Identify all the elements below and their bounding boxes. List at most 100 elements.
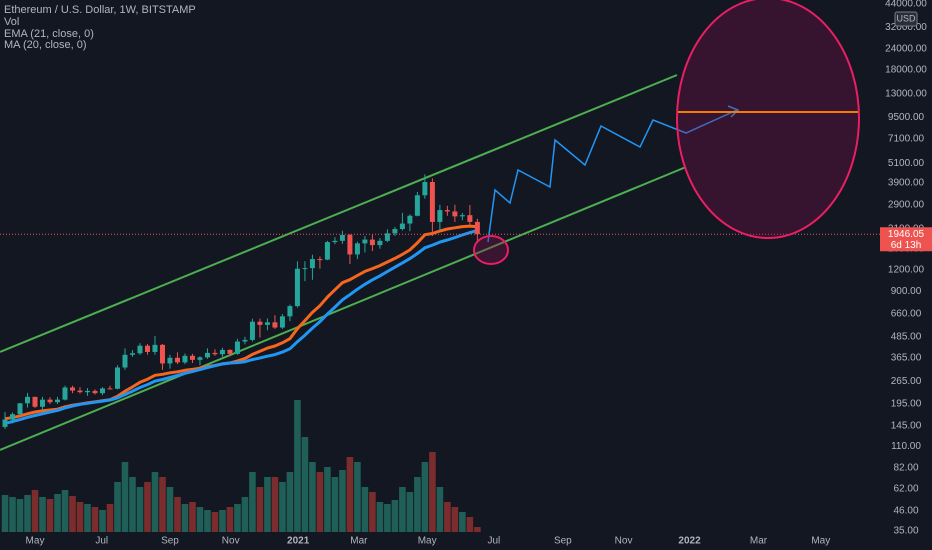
y-tick-label: 5100.00	[888, 158, 925, 169]
candle-body	[99, 388, 105, 394]
projection-path	[487, 109, 738, 243]
volume-bar	[406, 492, 414, 532]
candle-body	[204, 352, 210, 358]
y-tick-label: 660.00	[891, 309, 922, 320]
candle-body	[129, 353, 135, 355]
target-ellipse	[676, 0, 860, 239]
volume-bar	[414, 477, 421, 532]
candle-body	[369, 239, 375, 246]
candle-body	[137, 345, 143, 354]
y-tick-label: 82.00	[893, 463, 918, 474]
volume-bar	[474, 527, 481, 532]
x-tick-label: 2022	[678, 536, 701, 547]
candle-body	[294, 268, 300, 307]
candle-body	[182, 355, 188, 363]
indicator-line	[4, 228, 478, 425]
candle-body	[77, 390, 83, 393]
volume-bar	[384, 504, 391, 532]
candle-body	[32, 396, 38, 407]
chart-title: Ethereum / U.S. Dollar, 1W, BITSTAMP	[4, 4, 196, 16]
candle-body	[422, 182, 428, 196]
candle-body	[47, 399, 53, 403]
volume-bar	[294, 400, 301, 532]
y-tick-label: 62.00	[893, 483, 918, 494]
volume-bar	[99, 510, 106, 532]
volume-bar	[159, 477, 166, 532]
candle-body	[459, 215, 465, 217]
volume-bar	[189, 502, 196, 532]
candle-body	[70, 387, 76, 391]
volume-bar	[466, 517, 474, 532]
candle-body	[2, 419, 8, 427]
x-tick-label: Jul	[95, 536, 108, 547]
y-tick-label: 35.00	[893, 525, 918, 536]
volume-bar	[429, 452, 436, 532]
currency-badge	[894, 11, 918, 27]
volume-bar	[9, 497, 16, 532]
volume-bar	[129, 477, 136, 532]
candle-body	[302, 268, 308, 270]
volume-bar	[249, 472, 256, 532]
y-tick-label: 44000.00	[885, 0, 927, 10]
volume-bar	[76, 502, 84, 532]
last-price-box	[880, 227, 932, 252]
y-tick-label: 110.00	[891, 441, 921, 452]
x-tick-label: Sep	[554, 536, 572, 547]
volume-bar	[444, 502, 451, 532]
y-tick-label: 145.00	[891, 421, 922, 432]
volume-bar	[286, 472, 294, 532]
x-tick-label: Jul	[487, 536, 500, 547]
volume-bar	[279, 482, 286, 532]
volume-bar	[361, 487, 369, 532]
legend-ema: EMA (21, close, 0)	[4, 28, 94, 40]
volume-bar	[399, 487, 406, 532]
candle-body	[227, 349, 233, 354]
volume-bar	[421, 462, 429, 532]
candle-body	[474, 221, 480, 235]
candle-body	[429, 182, 435, 222]
y-tick-label: 9500.00	[888, 112, 925, 123]
candle-body	[324, 242, 330, 260]
volume-bar	[226, 507, 234, 532]
candle-body	[55, 399, 61, 403]
candle-body	[362, 239, 368, 244]
candle-body	[189, 355, 195, 360]
x-tick-label: Mar	[750, 536, 768, 547]
candle-body	[249, 321, 255, 340]
candle-body	[152, 344, 158, 352]
volume-bar	[46, 499, 54, 532]
candle-body	[122, 354, 128, 368]
volume-bar	[219, 510, 226, 532]
candle-body	[467, 215, 473, 222]
y-tick-label: 32000.00	[885, 22, 927, 33]
x-tick-label: Mar	[350, 536, 368, 547]
channel-upper	[0, 74, 678, 353]
candle-body	[257, 321, 263, 325]
candle-body	[10, 414, 16, 420]
candle-body	[242, 339, 248, 342]
volume-bar	[339, 470, 346, 532]
candle-body	[384, 233, 390, 241]
candle-body	[167, 357, 173, 364]
x-tick-label: 2021	[287, 536, 310, 547]
y-tick-label: 1200.00	[888, 265, 925, 276]
y-tick-label: 24000.00	[885, 43, 927, 54]
countdown-label: 6d 13h	[891, 240, 922, 251]
y-tick-label: 485.00	[891, 331, 922, 342]
volume-bar	[196, 507, 204, 532]
volume-bar	[181, 504, 189, 532]
candle-body	[114, 367, 120, 389]
volume-bar	[346, 457, 354, 532]
y-tick-label: 900.00	[891, 286, 922, 297]
legend-ma: MA (20, close, 0)	[4, 39, 87, 51]
candle-body	[144, 345, 150, 352]
x-tick-label: Nov	[222, 536, 240, 547]
volume-bar	[84, 504, 91, 532]
candle-body	[317, 259, 323, 261]
candle-body	[354, 243, 360, 255]
y-tick-label: 365.00	[891, 352, 922, 363]
volume-bar	[121, 462, 129, 532]
volume-bar	[241, 497, 249, 532]
volume-bar	[459, 512, 466, 532]
